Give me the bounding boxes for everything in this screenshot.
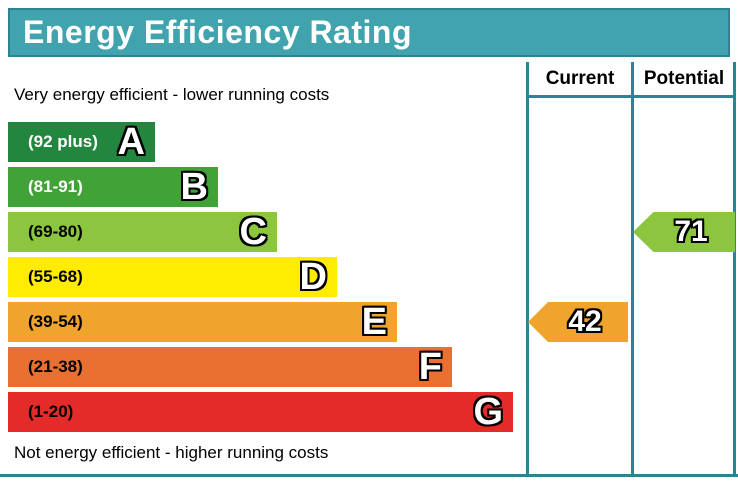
top-note: Very energy efficient - lower running co… [14, 85, 330, 104]
band-letter: D [299, 256, 327, 298]
band-row-g: (1-20) G [8, 392, 513, 432]
band-range-label: (81-91) [28, 177, 83, 196]
title-bar: Energy Efficiency Rating [8, 8, 730, 57]
current-rating-value: 42 [568, 305, 602, 338]
current-rating-arrow: 42 [528, 302, 628, 342]
band-row-c: (69-80) C [8, 212, 277, 252]
band-letter: G [473, 391, 503, 433]
bottom-note: Not energy efficient - higher running co… [14, 443, 329, 462]
table-border-left [526, 62, 529, 474]
potential-rating-value: 71 [674, 215, 708, 248]
band-row-a: (92 plus) A [8, 122, 155, 162]
band-letter: A [117, 121, 145, 163]
band-row-e: (39-54) E [8, 302, 397, 342]
table-border-right [733, 62, 736, 474]
band-range-label: (92 plus) [28, 132, 98, 151]
band-range-label: (69-80) [28, 222, 83, 241]
potential-column-header: Potential [643, 68, 725, 89]
band-range-label: (1-20) [28, 402, 74, 421]
band-row-f: (21-38) F [8, 347, 452, 387]
band-range-label: (21-38) [28, 357, 83, 376]
header-divider-line [526, 95, 736, 98]
table-border-middle [631, 62, 634, 474]
potential-rating-arrow: 71 [633, 212, 735, 252]
band-range-label: (55-68) [28, 267, 83, 286]
band-row-d: (55-68) D [8, 257, 337, 297]
band-letter: E [361, 301, 387, 343]
current-column-header: Current [545, 68, 615, 89]
page-title: Energy Efficiency Rating [23, 14, 412, 50]
band-letter: B [180, 166, 208, 208]
band-letter: F [418, 346, 442, 388]
band-range-label: (39-54) [28, 312, 83, 331]
band-letter: C [239, 211, 267, 253]
bottom-border-line [0, 474, 738, 477]
band-row-b: (81-91) B [8, 167, 218, 207]
